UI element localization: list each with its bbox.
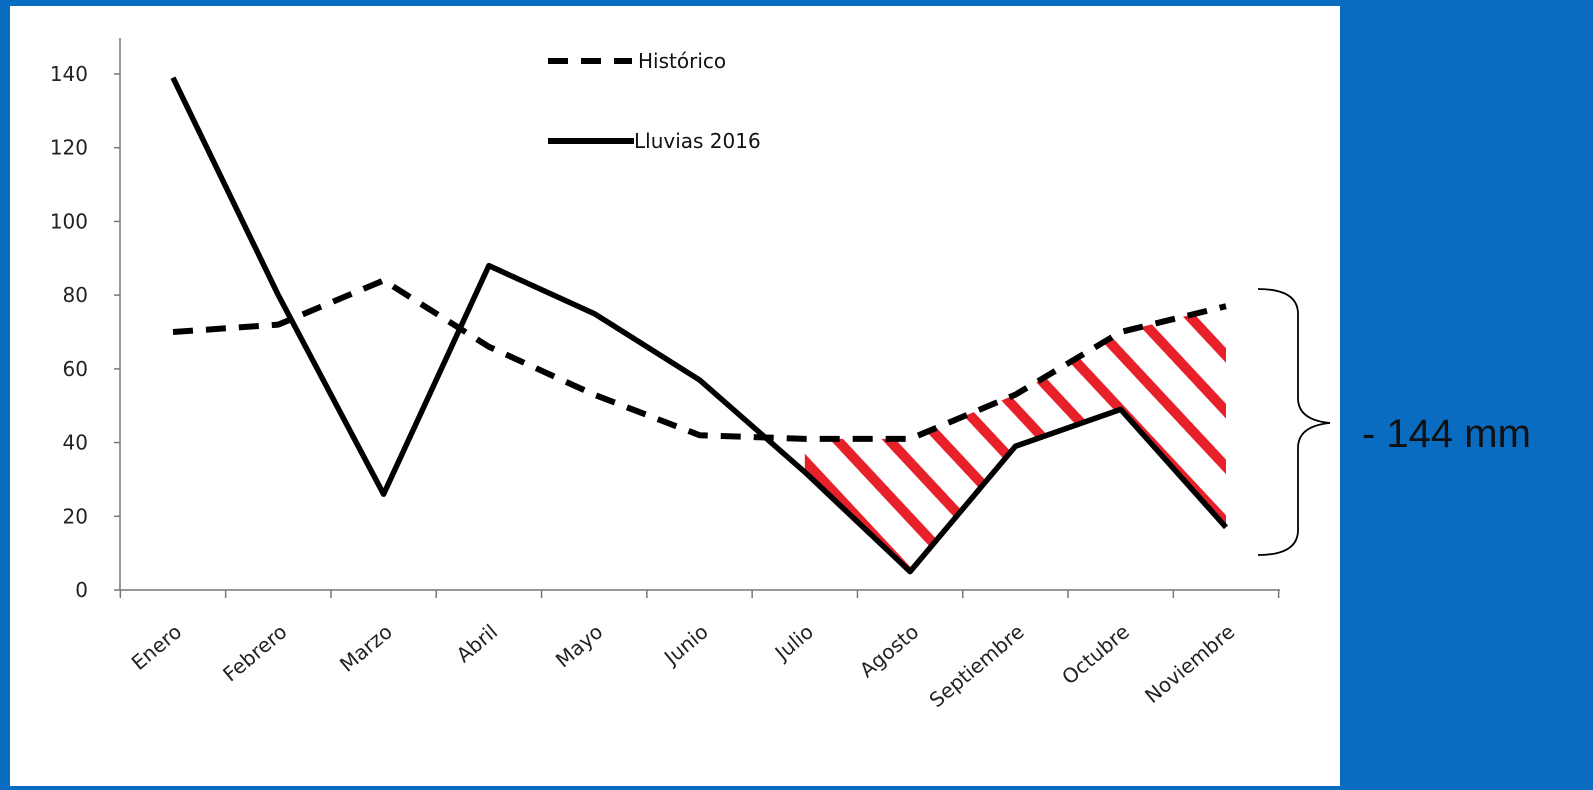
x-tick-label: Julio — [769, 619, 818, 666]
deficit-annotation-label: - 144 mm — [1362, 412, 1531, 456]
x-tick-label: Septiembre — [925, 619, 1029, 712]
legend-label-historico: Histórico — [638, 49, 726, 73]
y-tick-label: 140 — [50, 62, 88, 86]
series-line-historico — [172, 277, 1227, 442]
x-tick-label: Abril — [452, 619, 502, 667]
x-tick-label: Octubre — [1057, 619, 1134, 689]
deficit-brace — [1257, 288, 1331, 556]
x-tick-label: Mayo — [551, 619, 607, 672]
legend-label-lluvias-2016: Lluvias 2016 — [634, 129, 761, 153]
x-tick-label: Junio — [658, 619, 713, 670]
x-tick-label: Marzo — [335, 619, 397, 676]
line-chart: 0 20 40 60 80 100 120 140 Enero Febrero Marzo Abril… — [50, 38, 1331, 712]
y-tick-label: 40 — [63, 431, 88, 455]
x-tick-label: Noviembre — [1140, 619, 1239, 708]
y-tick-label: 0 — [75, 578, 88, 602]
y-tick-label: 60 — [63, 357, 88, 381]
y-tick-label: 20 — [63, 504, 88, 528]
x-tick-label: Agosto — [855, 619, 923, 682]
chart-panel: 0 20 40 60 80 100 120 140 Enero Febrero Marzo Abril… — [10, 6, 1340, 786]
x-tick-label: Febrero — [218, 619, 291, 686]
y-tick-label: 120 — [50, 136, 88, 160]
y-tick-label: 80 — [63, 283, 88, 307]
x-tick-label: Enero — [127, 619, 187, 674]
y-tick-label: 100 — [50, 209, 88, 233]
series-line-lluvias-2016 — [170, 76, 1229, 575]
deficit-hatched-area — [804, 306, 1226, 572]
